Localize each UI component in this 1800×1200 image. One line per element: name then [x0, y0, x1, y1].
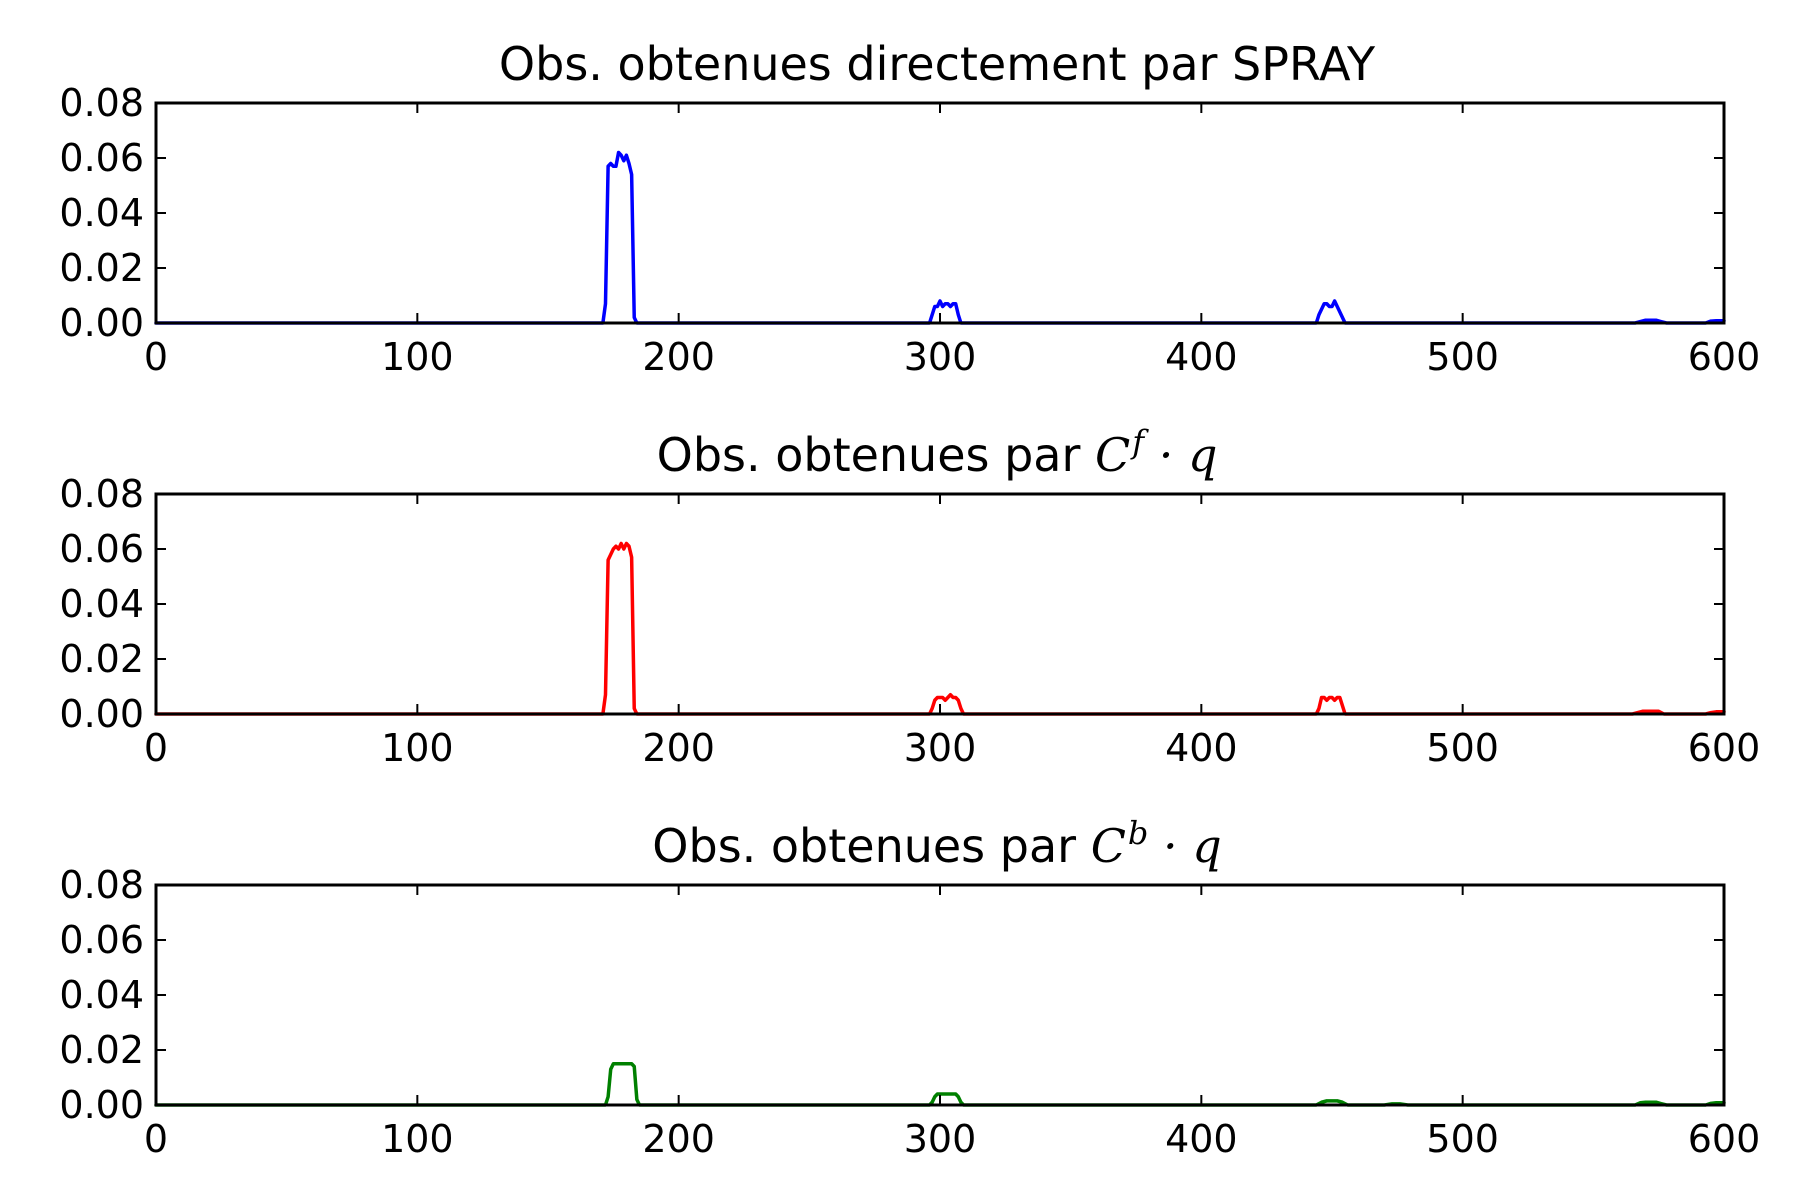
- series-line: [154, 1062, 1726, 1107]
- title-math-tail: · q: [1148, 819, 1221, 873]
- x-tick-label: 100: [381, 335, 454, 379]
- title-math-sup: b: [1128, 814, 1148, 852]
- x-tick-label: 300: [904, 726, 977, 770]
- y-tick-label: 0.06: [59, 136, 144, 180]
- plot-frame: [154, 101, 1726, 325]
- x-tick-label: 600: [1688, 726, 1761, 770]
- x-tick-label: 400: [1165, 726, 1238, 770]
- y-tick-label: 0.04: [59, 582, 144, 626]
- panel-title: Obs. obtenues par Cf · q: [657, 423, 1218, 482]
- y-tick-label: 0.02: [59, 1028, 144, 1072]
- x-tick-label: 500: [1426, 1117, 1499, 1161]
- y-tick-label: 0.00: [59, 1083, 144, 1127]
- x-tick-label: 0: [144, 726, 168, 770]
- x-tick-label: 600: [1688, 335, 1761, 379]
- title-math-base: C: [1091, 819, 1126, 873]
- panel-title: Obs. obtenues par Cb · q: [652, 814, 1221, 873]
- title-text: Obs. obtenues par: [652, 819, 1090, 873]
- plot-frame: [154, 883, 1726, 1107]
- x-tick-label: 300: [904, 335, 977, 379]
- panel-cb-q: Obs. obtenues par Cb · q 0 100 200 300 400 50…: [59, 814, 1760, 1161]
- y-tick-label: 0.00: [59, 692, 144, 736]
- y-tick-label: 0.02: [59, 637, 144, 681]
- x-tick-label: 300: [904, 1117, 977, 1161]
- x-tick-label: 200: [642, 1117, 715, 1161]
- y-tick-label: 0.08: [59, 81, 144, 125]
- title-text: Obs. obtenues par: [657, 428, 1095, 482]
- x-tick-label: 400: [1165, 1117, 1238, 1161]
- x-tick-label: 0: [144, 1117, 168, 1161]
- x-tick-label: 100: [381, 726, 454, 770]
- y-tick-label: 0.00: [59, 301, 144, 345]
- series-line: [154, 150, 1726, 325]
- title-math-base: C: [1095, 428, 1130, 482]
- y-tick-label: 0.06: [59, 918, 144, 962]
- panel-cf-q: Obs. obtenues par Cf · q 0 100 200 300 400 50…: [59, 423, 1760, 770]
- x-tick-label: 0: [144, 335, 168, 379]
- plot-frame: [154, 492, 1726, 716]
- x-tick-label: 600: [1688, 1117, 1761, 1161]
- panel-spray: Obs. obtenues directement par SPRAY 0 100…: [59, 37, 1760, 379]
- x-tick-label: 100: [381, 1117, 454, 1161]
- x-tick-label: 400: [1165, 335, 1238, 379]
- series-line: [154, 541, 1726, 716]
- y-tick-label: 0.04: [59, 191, 144, 235]
- y-tick-label: 0.08: [59, 472, 144, 516]
- panel-title: Obs. obtenues directement par SPRAY: [499, 37, 1376, 91]
- x-tick-label: 500: [1426, 726, 1499, 770]
- x-tick-label: 500: [1426, 335, 1499, 379]
- y-tick-label: 0.06: [59, 527, 144, 571]
- x-tick-label: 200: [642, 726, 715, 770]
- y-tick-label: 0.08: [59, 863, 144, 907]
- title-math-tail: · q: [1144, 428, 1217, 482]
- x-tick-label: 200: [642, 335, 715, 379]
- y-tick-label: 0.02: [59, 246, 144, 290]
- y-tick-label: 0.04: [59, 973, 144, 1017]
